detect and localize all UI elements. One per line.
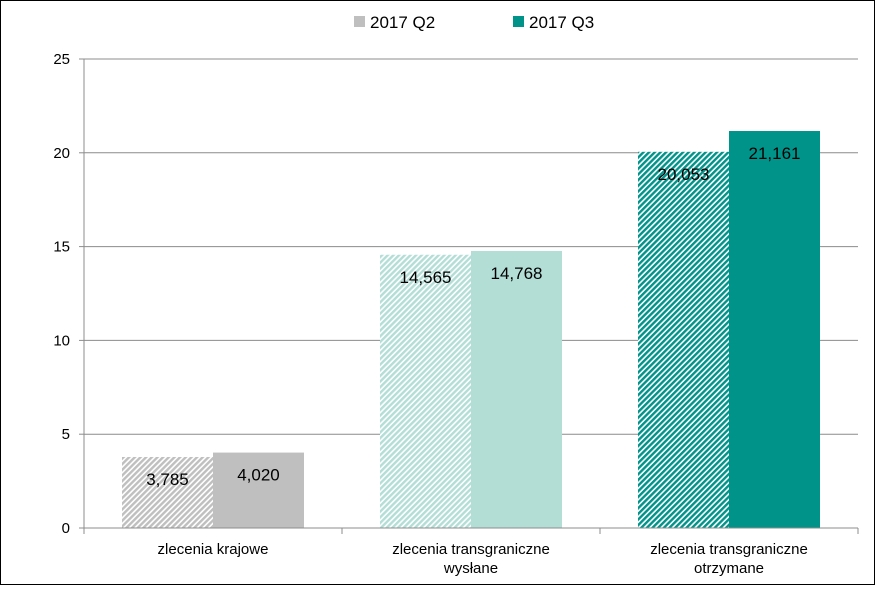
data-label: 14,565 [400,268,452,287]
data-label: 21,161 [749,144,801,163]
data-label: 3,785 [146,470,189,489]
legend-label: 2017 Q2 [370,13,435,32]
bar-q3-2 [729,131,820,528]
legend: 2017 Q2 2017 Q3 [354,13,594,32]
bar-q3-0 [213,452,304,528]
x-axis: zlecenia krajowe zlecenia transgraniczne w… [83,527,859,577]
x-tick-label: zlecenia transgraniczne otrzymane [650,541,808,577]
bar-q2-2 [638,151,729,528]
y-tick-label: 20 [53,145,70,162]
data-label: 4,020 [237,466,280,485]
data-label: 14,768 [491,264,543,283]
legend-label: 2017 Q3 [529,13,594,32]
y-tick-label: 10 [53,332,70,349]
data-label: 20,053 [658,165,710,184]
y-axis: 0 5 10 15 20 25 [53,51,85,537]
bar-q2-0 [122,456,213,528]
bar-q3-1 [471,250,562,528]
y-tick-label: 15 [53,239,70,256]
x-tick-label: zlecenia krajowe [158,541,269,558]
y-tick-label: 0 [62,520,70,537]
x-tick-label: zlecenia transgraniczne wysłane [392,541,550,577]
legend-swatch [513,16,524,27]
bar-q2-1 [380,254,471,528]
legend-swatch [354,16,365,27]
y-tick-label: 5 [62,426,70,443]
bars: 3,785 4,020 14,565 14,768 20,053 21,161 [122,131,820,528]
y-tick-label: 25 [53,51,70,68]
